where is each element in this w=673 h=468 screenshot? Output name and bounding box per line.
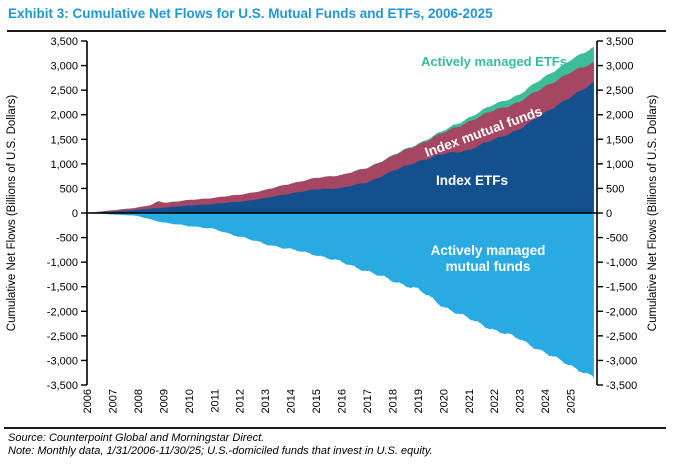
x-axis-year-label: 2007 [108, 389, 120, 413]
left-axis-tick-label: 0 [72, 208, 78, 220]
left-axis-title: Cumulative Net Flows (Billions of U.S. D… [6, 95, 18, 332]
label-actively-managed-mutual-funds-line1: Actively managed [431, 243, 546, 258]
right-axis-tick-label: -3,500 [606, 380, 637, 392]
right-axis-title: Cumulative Net Flows (Billions of U.S. D… [647, 95, 659, 332]
x-axis-year-label: 2009 [158, 389, 170, 413]
x-axis-year-label: 2019 [413, 389, 425, 413]
right-axis-tick-label: 2,500 [606, 85, 634, 97]
x-axis-year-label: 2011 [209, 389, 221, 413]
right-axis-tick-label: -1,500 [606, 282, 637, 294]
right-axis-tick-label: 3,500 [606, 36, 634, 48]
footer-divider [4, 427, 666, 429]
right-axis-tick-label: -3,000 [606, 355, 637, 367]
source-text: Source: Counterpoint Global and Mornings… [8, 432, 265, 444]
note-text: Note: Monthly data, 1/31/2006-11/30/25; … [8, 445, 433, 457]
x-axis-year-label: 2020 [438, 389, 450, 413]
x-axis-year-label: 2021 [464, 389, 476, 413]
x-axis-year-label: 2012 [235, 389, 247, 413]
x-axis-year-label: 2017 [362, 389, 374, 413]
left-axis-tick-label: 2,000 [50, 110, 78, 122]
right-axis-tick-label: 1,500 [606, 134, 634, 146]
x-axis-year-label: 2024 [540, 389, 552, 413]
label-actively-managed-mutual-funds-line2: mutual funds [446, 259, 531, 274]
right-axis-tick-label: 500 [606, 183, 624, 195]
area-actively-managed-mutual-funds [87, 213, 594, 378]
right-axis-tick-label: -2,500 [606, 331, 637, 343]
right-axis-tick-label: 0 [606, 208, 612, 220]
x-axis-year-label: 2016 [337, 389, 349, 413]
label-index-etfs: Index ETFs [436, 173, 508, 188]
left-axis-tick-label: -2,500 [47, 331, 78, 343]
left-axis-tick-label: -3,000 [47, 355, 78, 367]
left-axis-tick-label: 500 [60, 183, 78, 195]
left-axis-tick-label: -1,500 [47, 282, 78, 294]
left-axis-tick-label: 3,000 [50, 61, 78, 73]
left-axis-tick-label: -2,000 [47, 306, 78, 318]
exhibit-title: Exhibit 3: Cumulative Net Flows for U.S.… [8, 6, 493, 21]
right-axis-tick-label: 2,000 [606, 110, 634, 122]
right-axis-tick-label: -500 [606, 233, 628, 245]
left-axis-tick-label: 3,500 [50, 36, 78, 48]
x-axis-year-label: 2018 [387, 389, 399, 413]
right-axis-tick-label: -2,000 [606, 306, 637, 318]
x-axis-year-label: 2014 [286, 389, 298, 413]
right-axis-tick-label: -1,000 [606, 257, 637, 269]
x-axis-year-label: 2010 [184, 389, 196, 413]
left-axis-tick-label: -3,500 [47, 380, 78, 392]
x-axis-year-label: 2006 [82, 389, 94, 413]
x-axis-year-label: 2013 [260, 389, 272, 413]
title-divider [7, 30, 666, 32]
label-actively-managed-etfs: Actively managed ETFs [421, 54, 567, 69]
x-axis-year-label: 2025 [566, 389, 578, 413]
x-axis-year-label: 2008 [133, 389, 145, 413]
left-axis-tick-label: 1,000 [50, 159, 78, 171]
flows-area-chart: -3,500 -3,500 -3,000 -3,000 -2,500 -2,500 -2,0… [6, 36, 659, 413]
right-axis-tick-label: 3,000 [606, 61, 634, 73]
left-axis-tick-label: 2,500 [50, 85, 78, 97]
x-axis-year-label: 2015 [311, 389, 323, 413]
right-axis-tick-label: 1,000 [606, 159, 634, 171]
x-axis-year-label: 2022 [489, 389, 501, 413]
left-axis-tick-label: -500 [56, 233, 78, 245]
left-axis-tick-label: -1,000 [47, 257, 78, 269]
area-index-etfs [87, 81, 594, 214]
x-axis-year-label: 2023 [515, 389, 527, 413]
left-axis-tick-label: 1,500 [50, 134, 78, 146]
